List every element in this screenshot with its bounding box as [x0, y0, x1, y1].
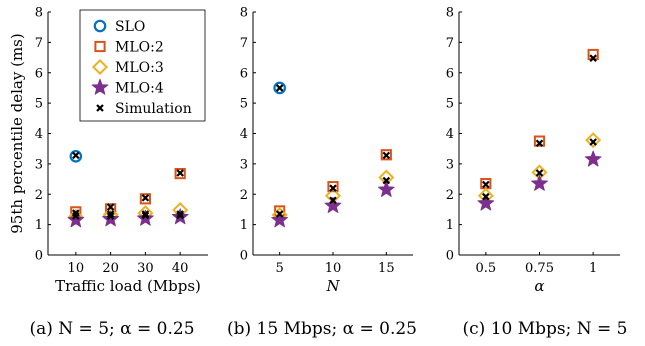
y-tick-label: 8 [446, 6, 454, 21]
legend-entry: Simulation [115, 101, 192, 117]
data-point-simulation [72, 212, 80, 220]
data-point-simulation [141, 194, 150, 202]
legend-marker-simulation [96, 104, 104, 112]
data-point-simulation [535, 169, 544, 177]
legend: SLO MLO:2 MLO:3 MLO:4 Simulation [79, 9, 206, 122]
y-tick-label: 5 [240, 97, 248, 112]
y-tick-label: 1 [240, 218, 248, 233]
data-point-simulation [482, 192, 490, 201]
data-point-slo [273, 81, 286, 95]
data-point-simulation [176, 211, 184, 220]
legend-box [79, 9, 206, 122]
data-point-mlo-2 [174, 167, 186, 180]
data-point-slo [69, 149, 83, 163]
x-axis-label: α [534, 277, 544, 295]
x-tick-label: 10 [325, 261, 342, 276]
data-point-mlo-4 [67, 211, 85, 228]
data-point-simulation [176, 169, 184, 177]
data-point-simulation [275, 210, 284, 218]
data-point-simulation [482, 180, 490, 189]
data-point-mlo-4 [531, 174, 548, 191]
y-tick-label: 3 [446, 157, 454, 172]
data-point-mlo-4 [324, 196, 342, 213]
data-point-simulation [106, 210, 115, 218]
chart-panel-2: 0 1 2 3 4 5 6 7 8 5 10 15 N (b) 15 Mbps; α = 0.25 [227, 6, 417, 340]
y-tick-label: 1 [446, 218, 454, 233]
chart-panel-3: 0 1 2 3 4 5 6 7 8 0.5 0.75 1 α (c) 10 Mbps; N = 5 [446, 6, 628, 340]
legend-marker-mlo-2 [94, 40, 106, 53]
legend-entry: SLO [115, 19, 145, 35]
data-point-simulation [382, 176, 391, 185]
y-tick-label: 2 [35, 188, 43, 203]
data-point-simulation [106, 203, 115, 211]
y-tick-label: 0 [240, 249, 248, 264]
y-tick-label: 7 [240, 36, 248, 51]
data-point-simulation [382, 151, 391, 160]
y-tick-label: 6 [446, 66, 454, 81]
data-point-simulation [535, 139, 544, 147]
y-tick-label: 7 [35, 36, 43, 51]
x-axis-label: N [325, 277, 340, 295]
x-tick-label: 15 [378, 261, 395, 276]
data-point-simulation [275, 84, 284, 92]
data-point-mlo-4 [136, 209, 154, 226]
data-point-mlo-2 [327, 181, 339, 193]
y-tick-label: 4 [35, 127, 43, 142]
x-tick-label: 5 [276, 261, 284, 276]
y-tick-label: 6 [35, 66, 43, 81]
x-tick-label: 1 [589, 261, 597, 276]
y-tick-label: 1 [35, 218, 43, 233]
x-tick-label: 30 [137, 261, 154, 276]
y-tick-label: 5 [446, 97, 454, 112]
data-point-mlo-4 [477, 194, 495, 211]
y-tick-label: 3 [35, 157, 43, 172]
data-point-mlo-2 [380, 149, 392, 161]
data-point-mlo-2 [139, 193, 151, 205]
y-tick-label: 7 [446, 36, 454, 51]
x-axis-label: Traffic load (Mbps) [55, 277, 201, 295]
data-point-mlo-4 [102, 210, 119, 227]
data-point-mlo-3 [585, 132, 602, 149]
legend-entry: MLO:4 [115, 81, 164, 97]
y-tick-label: 8 [240, 6, 248, 21]
data-point-simulation [589, 138, 597, 146]
x-tick-label: 0.75 [525, 261, 554, 276]
data-point-simulation [329, 184, 337, 192]
data-point-mlo-2 [533, 135, 546, 147]
y-tick-label: 2 [240, 188, 248, 203]
data-point-mlo-4 [584, 150, 602, 167]
panel-caption: (c) 10 Mbps; N = 5 [463, 319, 628, 339]
y-tick-label: 4 [446, 127, 454, 142]
y-tick-label: 5 [35, 97, 43, 112]
data-point-simulation [589, 54, 597, 62]
data-point-simulation [106, 212, 115, 220]
data-point-simulation [141, 211, 150, 220]
legend-entry: MLO:2 [115, 40, 164, 56]
data-point-simulation [329, 196, 337, 205]
y-tick-label: 4 [240, 127, 248, 142]
data-point-simulation [72, 151, 80, 160]
legend-entry: MLO:3 [115, 60, 164, 76]
x-tick-label: 20 [102, 261, 119, 276]
y-tick-label: 2 [446, 188, 454, 203]
panel-caption: (b) 15 Mbps; α = 0.25 [227, 319, 417, 339]
y-tick-label: 6 [240, 66, 248, 81]
legend-marker-mlo-3 [91, 58, 109, 76]
x-tick-label: 10 [68, 261, 85, 276]
x-tick-label: 0.5 [475, 261, 496, 276]
y-axis-label: 95th percentile delay (ms) [8, 33, 26, 234]
data-point-mlo-4 [377, 180, 395, 197]
y-tick-label: 3 [240, 157, 248, 172]
y-tick-label: 8 [35, 6, 43, 21]
legend-marker-mlo-4 [91, 78, 109, 95]
legend-marker-slo [93, 19, 107, 33]
data-point-mlo-4 [271, 211, 289, 228]
y-tick-label: 0 [446, 249, 454, 264]
panel-caption: (a) N = 5; α = 0.25 [29, 319, 194, 339]
y-tick-label: 0 [35, 249, 43, 264]
x-tick-label: 40 [172, 261, 189, 276]
